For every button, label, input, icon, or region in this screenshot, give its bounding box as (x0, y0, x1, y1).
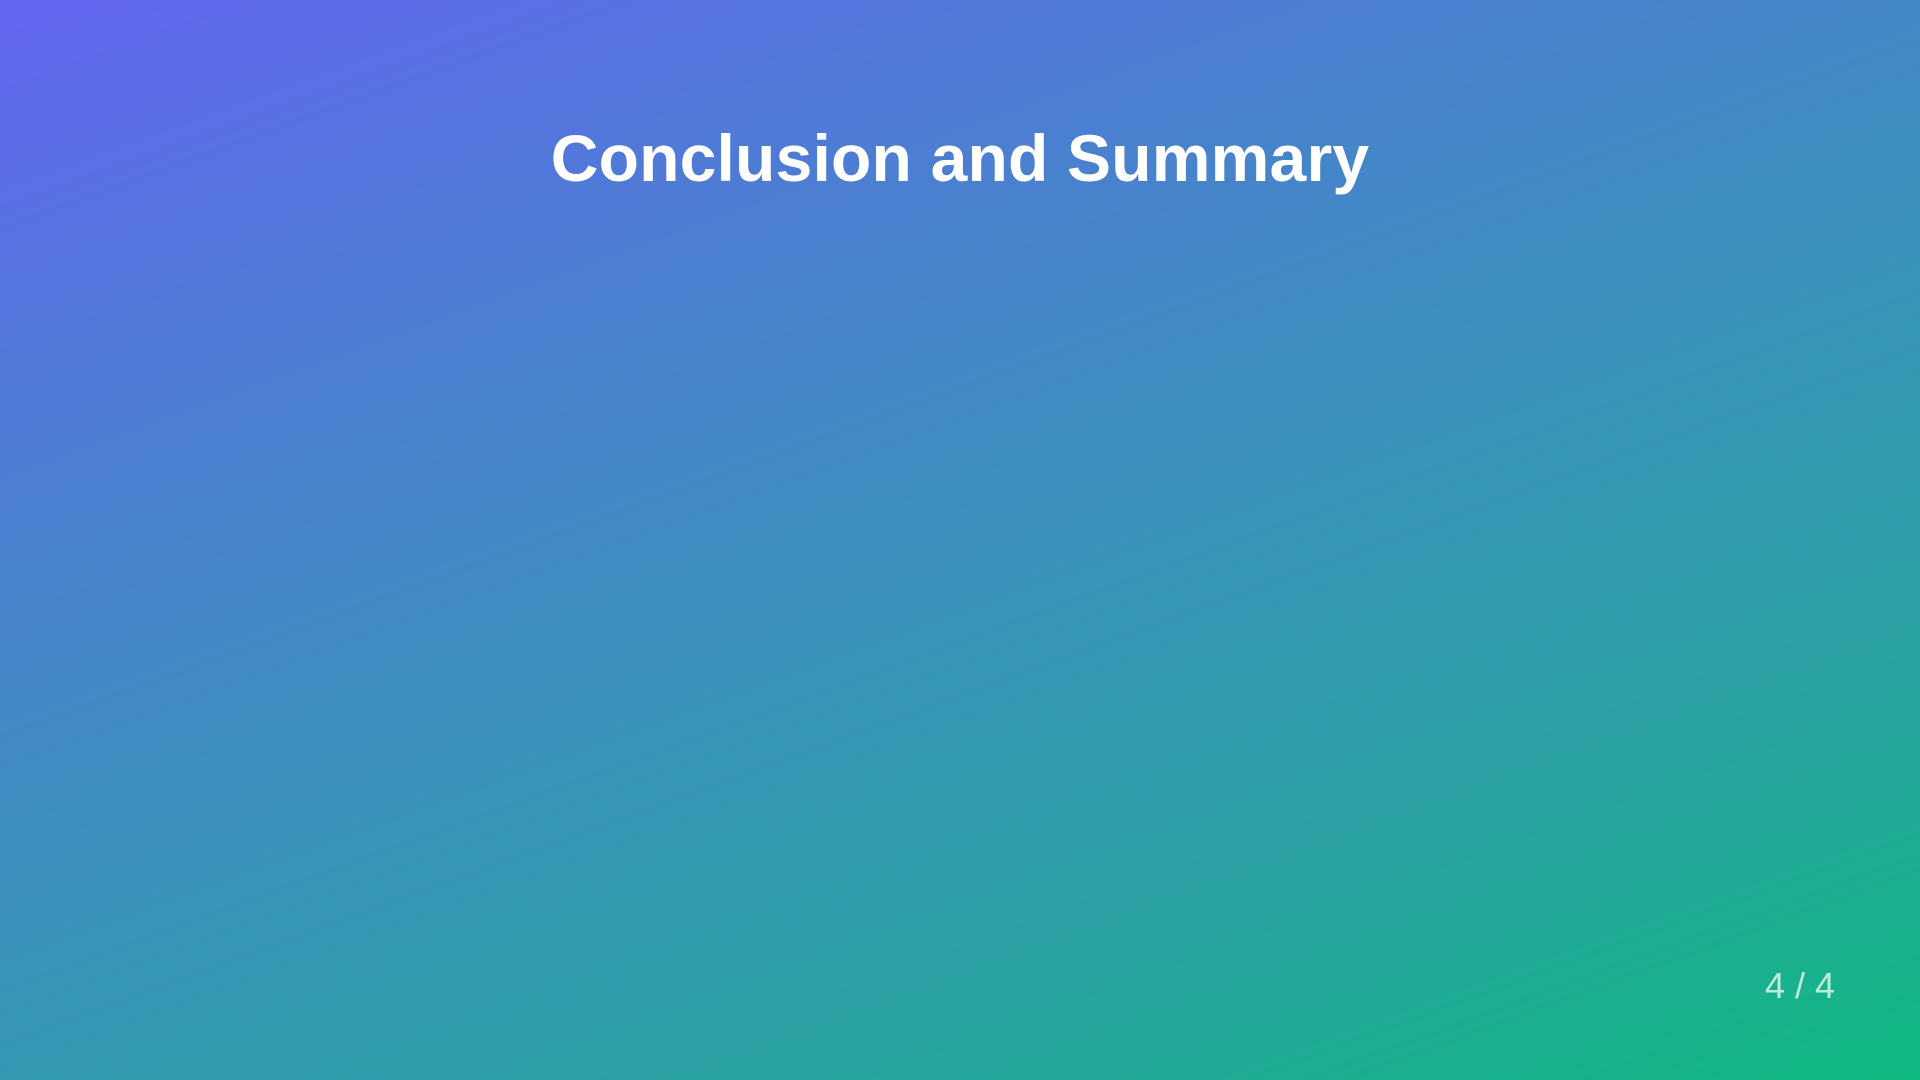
slide-title: Conclusion and Summary (550, 121, 1370, 195)
page-counter: 4 / 4 (1764, 965, 1835, 1006)
